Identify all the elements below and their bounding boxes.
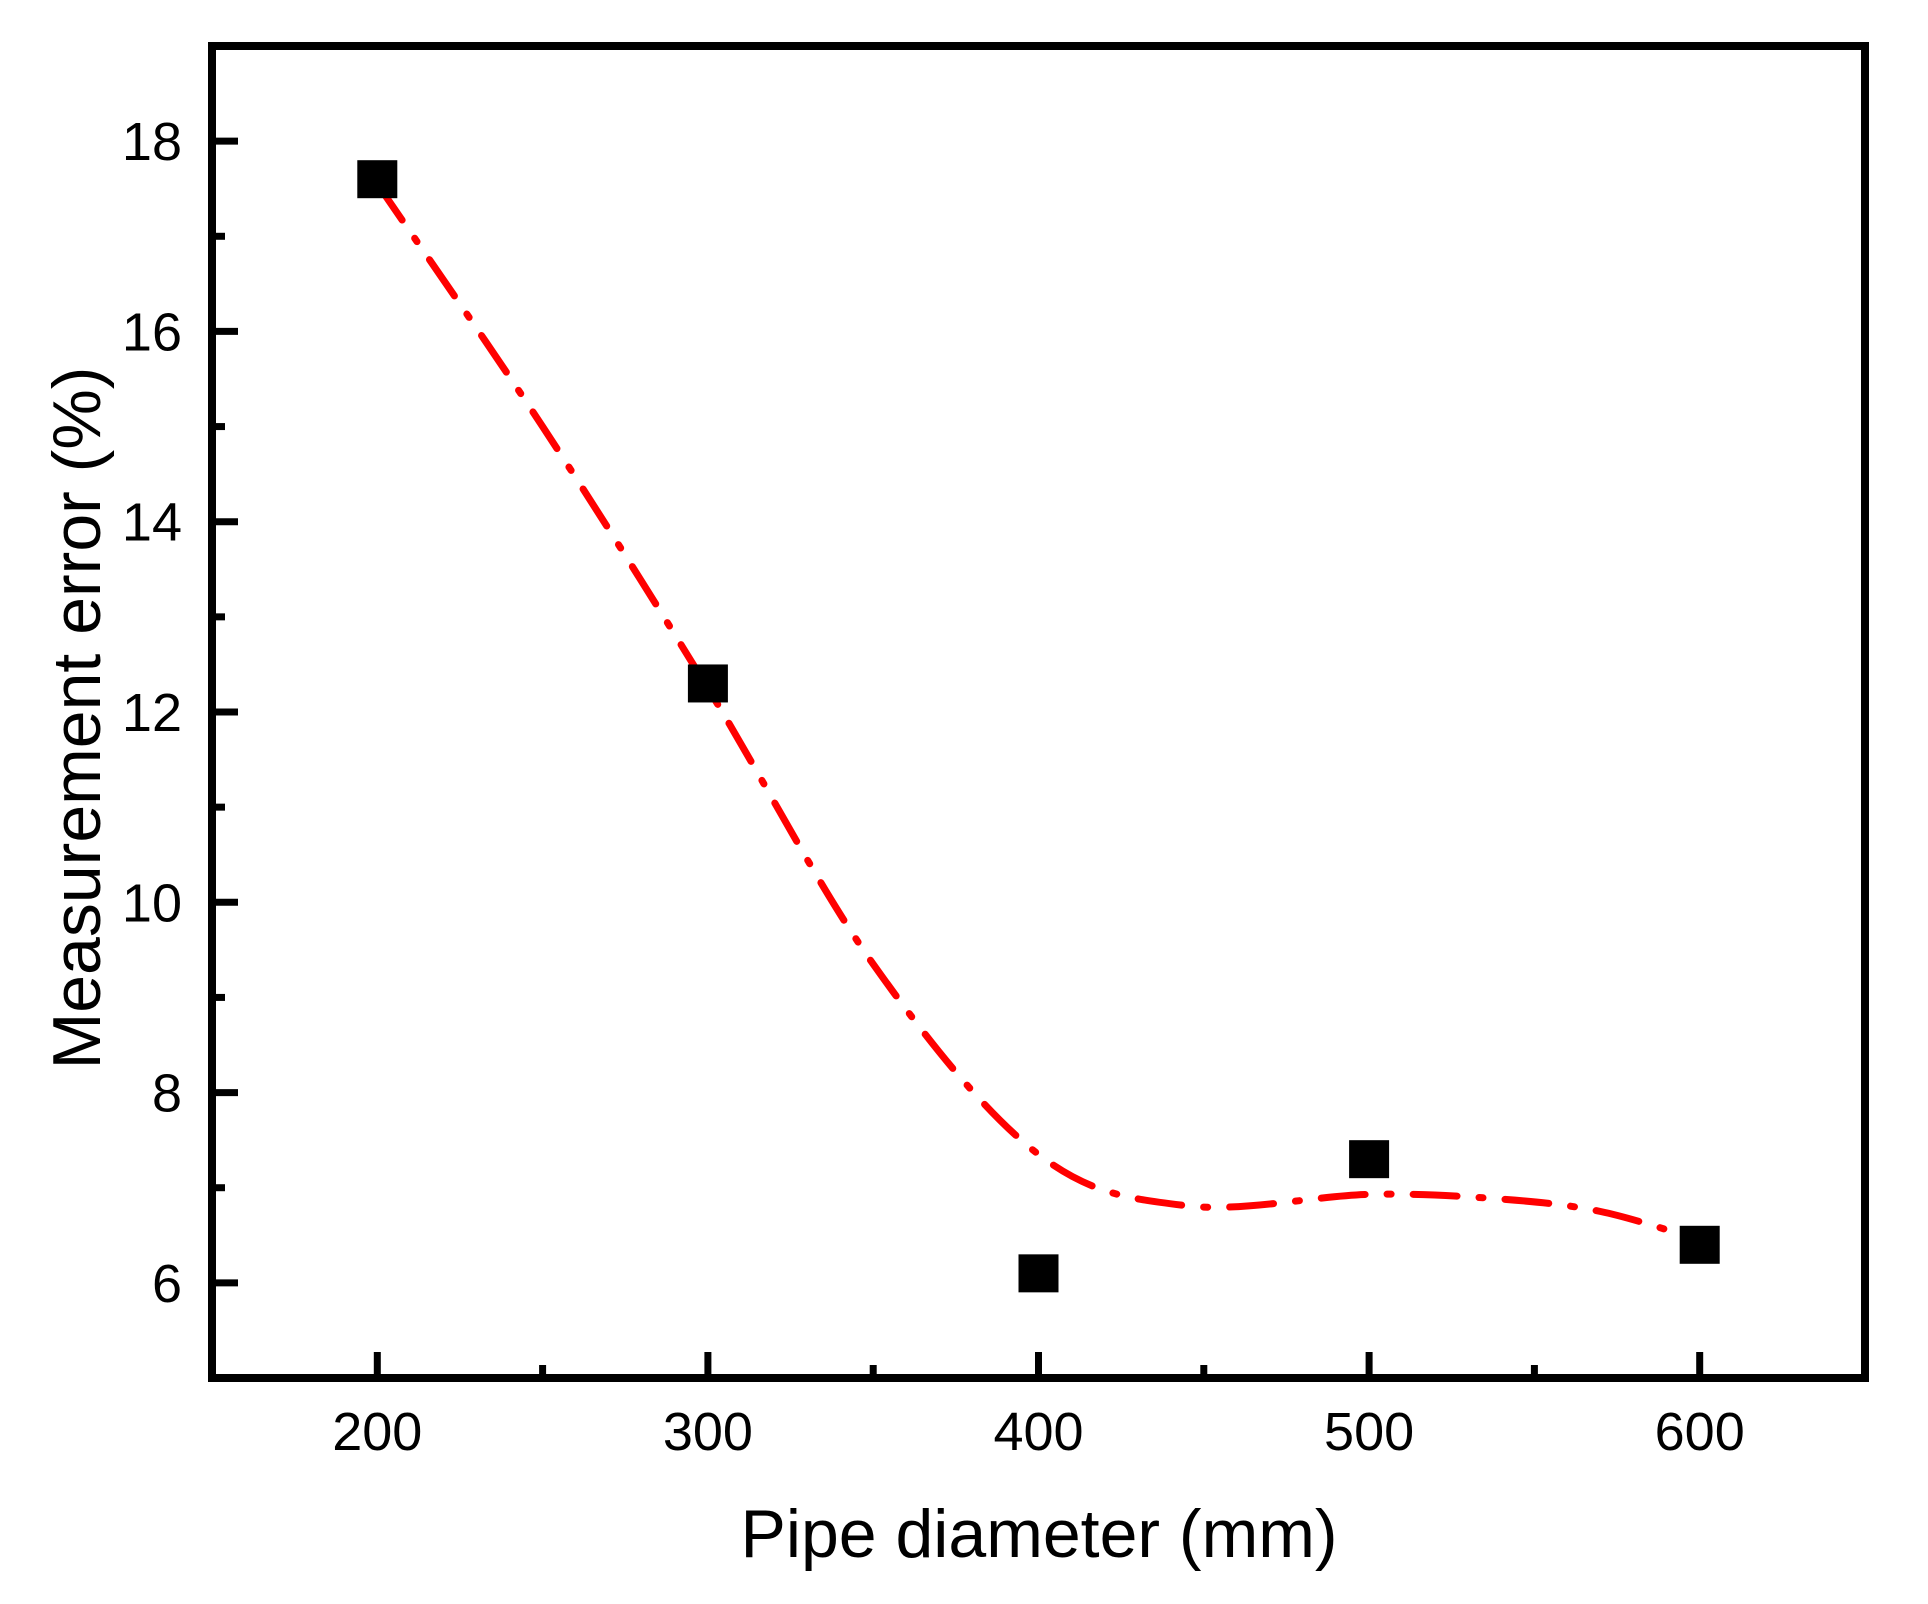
- y-tick-label: 14: [122, 493, 182, 553]
- y-tick-label: 18: [122, 112, 182, 172]
- y-tick-label: 16: [122, 302, 182, 362]
- data-point-marker: [1018, 1254, 1059, 1293]
- x-axis-title: Pipe diameter (mm): [740, 1496, 1337, 1572]
- y-tick-label: 12: [122, 683, 182, 743]
- x-tick-label: 600: [1655, 1402, 1745, 1462]
- y-axis-ticks: [212, 137, 238, 1287]
- x-tick-label: 200: [332, 1402, 422, 1462]
- x-axis-ticks: [373, 1352, 1704, 1378]
- y-tick-label: 10: [122, 873, 182, 933]
- x-tick-label: 500: [1324, 1402, 1414, 1462]
- x-tick-label: 300: [663, 1402, 753, 1462]
- y-axis-tick-labels: 6 8 10 12 14 16 18: [122, 112, 182, 1314]
- data-point-marker: [687, 664, 728, 703]
- data-point-marker: [1349, 1140, 1390, 1179]
- y-tick-label: 8: [152, 1064, 182, 1124]
- y-tick-label: 6: [152, 1254, 182, 1314]
- y-axis-title: Measurement error (%): [39, 367, 115, 1070]
- data-markers: [357, 160, 1720, 1293]
- data-point-marker: [1679, 1225, 1720, 1264]
- x-tick-label: 400: [993, 1402, 1083, 1462]
- x-axis-tick-labels: 200 300 400 500 600: [332, 1402, 1745, 1462]
- fitted-curve-line: [373, 180, 1704, 1244]
- data-point-marker: [357, 160, 398, 199]
